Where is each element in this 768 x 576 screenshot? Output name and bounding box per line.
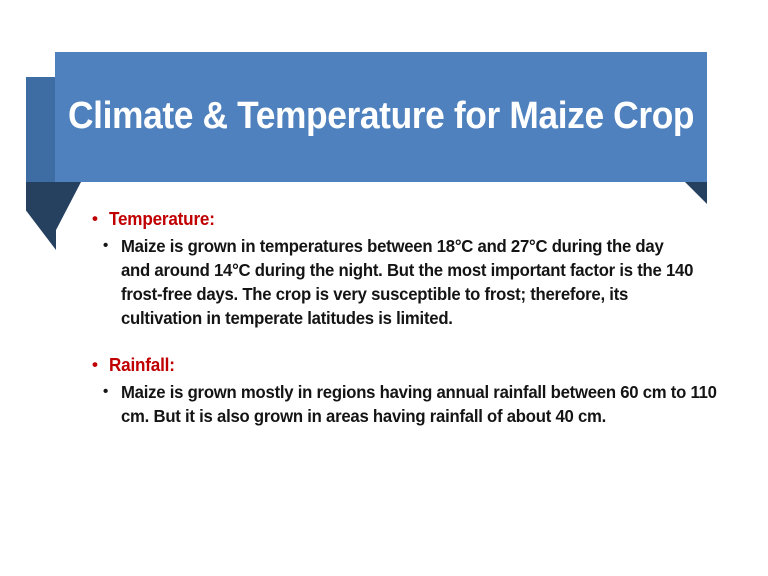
bullet-icon: •	[92, 355, 98, 374]
bullet-icon: •	[103, 237, 109, 254]
slide-body: • Temperature: • Maize is grown in tempe…	[0, 206, 768, 576]
section-rainfall: • Rainfall: • Maize is grown mostly in r…	[0, 352, 768, 428]
section-body-rainfall: Maize is grown mostly in regions having …	[121, 382, 717, 426]
section-heading-row: • Temperature:	[0, 206, 768, 232]
bullet-icon: •	[92, 209, 98, 228]
ribbon-right-tail	[685, 182, 707, 204]
section-body-temperature: Maize is grown in temperatures between 1…	[121, 236, 694, 328]
section-body-row: • Maize is grown mostly in regions havin…	[0, 380, 768, 428]
bullet-icon: •	[103, 383, 109, 400]
section-heading-temperature: Temperature:	[109, 209, 215, 229]
page-title: Climate & Temperature for Maize Crop	[68, 95, 695, 138]
ribbon-left-fold	[26, 77, 56, 182]
section-body-row: • Maize is grown in temperatures between…	[0, 234, 768, 330]
section-heading-row: • Rainfall:	[0, 352, 768, 378]
section-heading-rainfall: Rainfall:	[109, 355, 175, 375]
section-temperature: • Temperature: • Maize is grown in tempe…	[0, 206, 768, 330]
